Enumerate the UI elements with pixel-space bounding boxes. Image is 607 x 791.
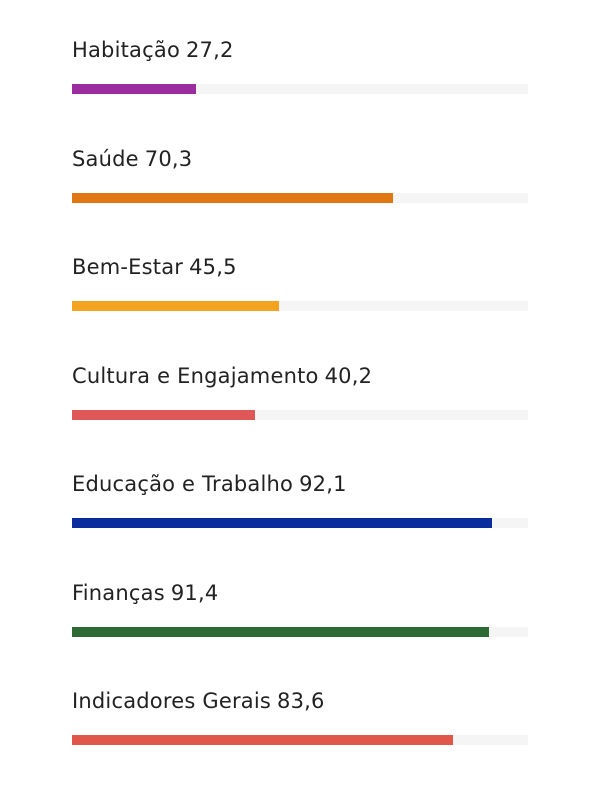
bar-item: Bem-Estar 45,5 bbox=[72, 253, 528, 313]
bar-label: Cultura e Engajamento 40,2 bbox=[72, 362, 372, 390]
value-label: 45,5 bbox=[189, 255, 237, 279]
bar-track bbox=[72, 84, 528, 94]
bar-fill bbox=[72, 518, 492, 528]
bar-item: Cultura e Engajamento 40,2 bbox=[72, 362, 528, 422]
bar-item: Educação e Trabalho 92,1 bbox=[72, 470, 528, 530]
category-name: Cultura e Engajamento bbox=[72, 363, 319, 388]
bar-item: Finanças 91,4 bbox=[72, 579, 528, 639]
bar-fill bbox=[72, 84, 197, 94]
bar-label: Habitação 27,2 bbox=[72, 36, 234, 64]
bar-track bbox=[72, 301, 528, 311]
category-name: Saúde bbox=[72, 146, 139, 171]
bar-fill bbox=[72, 409, 256, 420]
bar-fill bbox=[72, 301, 280, 311]
bar-fill bbox=[72, 192, 393, 203]
value-label: 91,4 bbox=[170, 580, 219, 605]
bar-item: Habitação 27,2 bbox=[72, 36, 528, 96]
bar-track bbox=[72, 518, 528, 528]
bar-track bbox=[72, 626, 528, 637]
bar-label: Indicadores Gerais 83,6 bbox=[72, 687, 325, 715]
bar-fill bbox=[72, 735, 454, 745]
category-name: Bem-Estar bbox=[72, 255, 184, 279]
bar-label: Finanças 91,4 bbox=[72, 579, 218, 607]
value-label: 27,2 bbox=[186, 38, 234, 62]
bar-fill bbox=[72, 626, 489, 637]
bar-track bbox=[72, 735, 528, 745]
category-name: Finanças bbox=[72, 580, 165, 605]
category-name: Educação e Trabalho bbox=[72, 472, 294, 496]
value-label: 83,6 bbox=[277, 689, 325, 713]
bar-track bbox=[72, 192, 528, 203]
bar-label: Educação e Trabalho 92,1 bbox=[72, 470, 347, 498]
category-name: Indicadores Gerais bbox=[72, 689, 272, 713]
bar-item: Saúde 70,3 bbox=[72, 145, 528, 205]
value-label: 40,2 bbox=[324, 363, 373, 388]
value-label: 92,1 bbox=[299, 472, 347, 496]
value-label: 70,3 bbox=[144, 146, 193, 171]
bar-label: Saúde 70,3 bbox=[72, 145, 192, 173]
bar-track bbox=[72, 409, 528, 420]
bar-label: Bem-Estar 45,5 bbox=[72, 253, 237, 281]
bar-item: Indicadores Gerais 83,6 bbox=[72, 687, 528, 747]
category-name: Habitação bbox=[72, 38, 180, 62]
